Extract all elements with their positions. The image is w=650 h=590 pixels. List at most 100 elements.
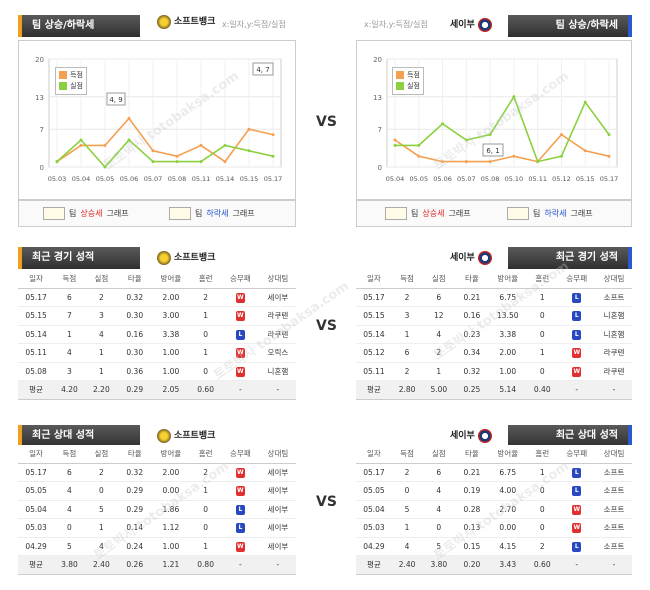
average-row: 평균 2.40 3.80 0.20 3.43 0.60- - — [356, 555, 632, 575]
team-right-recent: 세이부 — [450, 251, 492, 265]
legend-swatch-scored — [396, 71, 404, 79]
up-graph-button-left[interactable]: 팀 상승세 그래프 — [43, 207, 129, 220]
table-cell: 3 — [84, 306, 119, 326]
table-cell: 2 — [190, 288, 221, 307]
table-cell: - — [596, 555, 632, 575]
table-cell: 6 — [54, 288, 85, 307]
table-cell: 4 — [422, 325, 456, 344]
table-cell: 1.00 — [151, 343, 191, 363]
x-tick-label: 05.15 — [240, 175, 259, 183]
result-badge: W — [235, 292, 245, 303]
legend-swatch-scored — [59, 71, 67, 79]
table-cell: 0 — [527, 481, 558, 501]
column-header: 홈런 — [527, 445, 558, 464]
axis-note-left: x:일자,y:득점/실점 — [222, 20, 286, 29]
table-cell: 5 — [54, 537, 85, 556]
result-cell: L — [557, 481, 597, 501]
tooltip-text: 6, 1 — [486, 147, 499, 155]
x-tick-label: 05.08 — [481, 175, 500, 183]
table-cell: 5.14 — [488, 380, 528, 400]
result-badge: L — [235, 523, 245, 534]
table-cell: 0.13 — [455, 518, 489, 538]
team-left-recent: 소프트뱅크 — [157, 251, 215, 265]
table-cell: 05.04 — [18, 500, 55, 519]
table-header-row: 일자 득점 실점 타율 방어율 홈런 승무패 상대팀 — [18, 270, 296, 289]
table-cell: 05.11 — [18, 343, 55, 363]
table-cell: - — [557, 380, 597, 400]
data-point — [441, 122, 445, 126]
result-cell: L — [557, 288, 597, 307]
team-right-h2h: 세이부 — [450, 429, 492, 443]
table-cell: 2.40 — [391, 555, 423, 575]
table-cell: 4 — [84, 325, 119, 344]
series-line-conceded — [395, 94, 610, 163]
table-row: 05.04 4 5 0.29 1.86 0 L 세이부 — [18, 500, 296, 519]
table-cell: 05.04 — [356, 500, 392, 519]
chart-up-icon — [43, 207, 65, 220]
recent-table-left: 일자 득점 실점 타율 방어율 홈런 승무패 상대팀 05.17 6 2 0.32 2.00 2 W 세이부 0… — [18, 270, 296, 400]
table-cell: 라쿠텐 — [596, 362, 632, 381]
table-cell: 세이부 — [259, 288, 296, 307]
legend-conceded: 실점 — [70, 82, 83, 90]
vs-label-1: VS — [316, 114, 337, 130]
column-header: 득점 — [54, 445, 85, 464]
result-badge: L — [572, 292, 582, 303]
table-cell: 0 — [54, 518, 85, 538]
x-tick-label: 05.04 — [72, 175, 91, 183]
table-cell: 평균 — [18, 380, 55, 400]
table-cell: - — [259, 555, 296, 575]
tooltip-text: 4, 9 — [109, 96, 122, 104]
down-graph-button-right[interactable]: 팀 하락세 그래프 — [507, 207, 593, 220]
x-tick-label: 05.17 — [600, 175, 619, 183]
table-cell: 2 — [391, 362, 423, 381]
table-cell: 0.29 — [118, 481, 152, 501]
table-row: 05.12 6 2 0.34 2.00 1 W 라쿠텐 — [356, 343, 632, 363]
x-tick-label: 05.08 — [168, 175, 187, 183]
table-cell: 6.75 — [488, 288, 528, 307]
table-row: 05.11 2 1 0.32 1.00 0 W 라쿠텐 — [356, 362, 632, 381]
legend-scored: 득점 — [407, 71, 420, 79]
legend-left: 득점 실점 — [55, 67, 87, 95]
tooltip-box — [482, 143, 504, 157]
table-cell: 0.24 — [118, 537, 152, 556]
y-tick-label: 7 — [378, 126, 382, 134]
table-row: 05.17 2 6 0.21 6.75 1 L 소프트 — [356, 463, 632, 482]
down-graph-button-left[interactable]: 팀 하락세 그래프 — [169, 207, 255, 220]
table-cell: 1.00 — [151, 362, 191, 381]
x-tick-label: 05.14 — [216, 175, 235, 183]
series-line-scored — [56, 117, 274, 163]
tooltip: 6, 1 — [482, 143, 504, 157]
table-cell: 라쿠텐 — [596, 343, 632, 363]
recent-header-left: 최근 경기 성적 — [18, 247, 140, 269]
table-cell: 05.05 — [356, 481, 392, 501]
table-cell: 2.00 — [151, 463, 191, 482]
table-cell: 6 — [422, 463, 456, 482]
table-cell: 05.15 — [18, 306, 55, 326]
result-cell: L — [220, 518, 260, 538]
result-cell: L — [557, 537, 597, 556]
table-cell: 1 — [84, 518, 119, 538]
table-cell: 라쿠텐 — [259, 325, 296, 344]
table-cell: 6.75 — [488, 463, 528, 482]
chart-down-icon — [169, 207, 191, 220]
table-cell: 05.14 — [356, 325, 392, 344]
data-point — [55, 160, 59, 164]
result-cell: W — [220, 288, 260, 307]
result-badge: W — [235, 311, 245, 322]
table-cell: 0.29 — [118, 500, 152, 519]
table-cell: 2 — [391, 463, 423, 482]
table-cell: 3.80 — [422, 555, 456, 575]
column-header: 홈런 — [527, 270, 558, 289]
table-cell: 5 — [391, 500, 423, 519]
result-badge: W — [235, 486, 245, 497]
table-cell: 소프트 — [596, 500, 632, 519]
seibu-logo-icon — [477, 251, 492, 265]
up-graph-button-right[interactable]: 팀 상승세 그래프 — [385, 207, 471, 220]
result-cell: W — [220, 481, 260, 501]
y-tick-label: 0 — [378, 164, 382, 172]
tooltip-box — [106, 92, 126, 106]
data-point — [79, 143, 83, 147]
table-cell: 4 — [54, 481, 85, 501]
table-row: 05.17 6 2 0.32 2.00 2 W 세이부 — [18, 288, 296, 307]
table-row: 04.29 4 5 0.15 4.15 2 L 소프트 — [356, 537, 632, 556]
